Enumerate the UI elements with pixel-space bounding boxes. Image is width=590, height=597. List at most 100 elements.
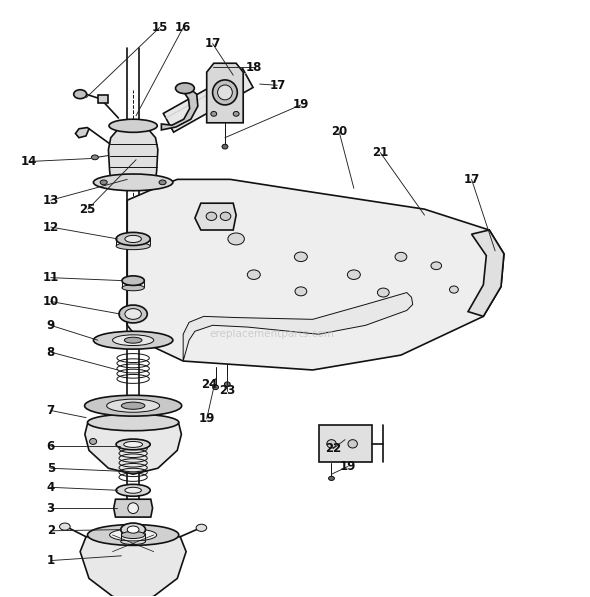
Text: 15: 15	[152, 21, 168, 34]
Ellipse shape	[87, 414, 179, 430]
Ellipse shape	[327, 439, 336, 448]
Ellipse shape	[222, 144, 228, 149]
Ellipse shape	[159, 180, 166, 184]
Text: 14: 14	[21, 155, 37, 168]
Text: 13: 13	[42, 193, 59, 207]
Bar	[98, 95, 109, 103]
Ellipse shape	[122, 276, 145, 285]
Polygon shape	[206, 63, 243, 123]
Polygon shape	[163, 69, 253, 132]
Text: 25: 25	[80, 202, 96, 216]
Text: 19: 19	[198, 413, 215, 425]
Text: 17: 17	[464, 173, 480, 186]
Ellipse shape	[113, 335, 154, 346]
Ellipse shape	[175, 83, 194, 94]
Ellipse shape	[100, 180, 107, 184]
Ellipse shape	[125, 235, 142, 242]
Ellipse shape	[124, 441, 143, 447]
Text: 17: 17	[269, 79, 286, 92]
Ellipse shape	[74, 90, 87, 99]
Polygon shape	[162, 87, 198, 130]
Ellipse shape	[212, 385, 218, 390]
Polygon shape	[85, 423, 181, 474]
Ellipse shape	[211, 112, 217, 116]
Ellipse shape	[348, 270, 360, 279]
Text: 1: 1	[47, 554, 55, 567]
Text: 11: 11	[42, 271, 59, 284]
Ellipse shape	[247, 270, 260, 279]
Polygon shape	[80, 537, 186, 597]
Ellipse shape	[220, 212, 231, 220]
Polygon shape	[109, 126, 158, 182]
Ellipse shape	[228, 233, 244, 245]
Ellipse shape	[127, 526, 139, 533]
Text: 8: 8	[47, 346, 55, 359]
Text: 18: 18	[245, 61, 262, 74]
Ellipse shape	[60, 523, 70, 530]
Text: 12: 12	[42, 220, 59, 233]
Ellipse shape	[116, 439, 150, 450]
Text: 9: 9	[47, 319, 55, 332]
Text: 7: 7	[47, 404, 55, 417]
Text: 17: 17	[205, 37, 221, 50]
Ellipse shape	[84, 395, 182, 416]
Ellipse shape	[295, 287, 307, 296]
Ellipse shape	[121, 538, 146, 544]
Ellipse shape	[224, 382, 230, 387]
Ellipse shape	[218, 85, 232, 100]
Ellipse shape	[431, 262, 441, 270]
Text: 20: 20	[331, 125, 348, 139]
Ellipse shape	[110, 529, 157, 541]
Ellipse shape	[93, 331, 173, 349]
Text: 22: 22	[325, 442, 342, 455]
Ellipse shape	[107, 399, 160, 413]
Polygon shape	[195, 203, 236, 230]
Ellipse shape	[90, 438, 97, 444]
Polygon shape	[468, 230, 504, 316]
Text: 19: 19	[293, 99, 309, 112]
Ellipse shape	[109, 119, 158, 133]
Ellipse shape	[116, 232, 150, 245]
Ellipse shape	[206, 212, 217, 220]
Ellipse shape	[128, 503, 139, 513]
Ellipse shape	[124, 337, 142, 343]
Text: 24: 24	[201, 378, 218, 392]
Ellipse shape	[329, 476, 335, 481]
Ellipse shape	[121, 523, 146, 536]
Text: 10: 10	[42, 295, 59, 308]
Text: 19: 19	[340, 460, 356, 473]
Text: 6: 6	[47, 440, 55, 453]
Ellipse shape	[87, 525, 179, 546]
Text: 21: 21	[372, 146, 388, 159]
Ellipse shape	[93, 174, 173, 190]
Ellipse shape	[450, 286, 458, 293]
Ellipse shape	[125, 487, 142, 493]
Ellipse shape	[196, 524, 206, 531]
Text: 23: 23	[219, 384, 235, 398]
Ellipse shape	[378, 288, 389, 297]
Ellipse shape	[116, 484, 150, 496]
Text: ereplacementparts.com: ereplacementparts.com	[209, 329, 334, 339]
Ellipse shape	[122, 531, 145, 538]
Ellipse shape	[395, 253, 407, 261]
Bar	[319, 426, 372, 462]
Polygon shape	[127, 179, 504, 370]
Ellipse shape	[122, 285, 145, 291]
Ellipse shape	[294, 252, 307, 261]
Polygon shape	[76, 128, 89, 138]
Text: 4: 4	[47, 481, 55, 494]
Text: 2: 2	[47, 524, 55, 537]
Text: 3: 3	[47, 501, 55, 515]
Ellipse shape	[116, 242, 150, 250]
Ellipse shape	[233, 112, 239, 116]
Ellipse shape	[119, 305, 148, 323]
Ellipse shape	[212, 80, 237, 105]
Text: 5: 5	[47, 461, 55, 475]
Polygon shape	[114, 499, 153, 517]
Polygon shape	[183, 293, 413, 361]
Text: 16: 16	[175, 21, 191, 34]
Ellipse shape	[348, 439, 358, 448]
Ellipse shape	[91, 155, 99, 160]
Ellipse shape	[122, 402, 145, 410]
Ellipse shape	[125, 309, 142, 319]
